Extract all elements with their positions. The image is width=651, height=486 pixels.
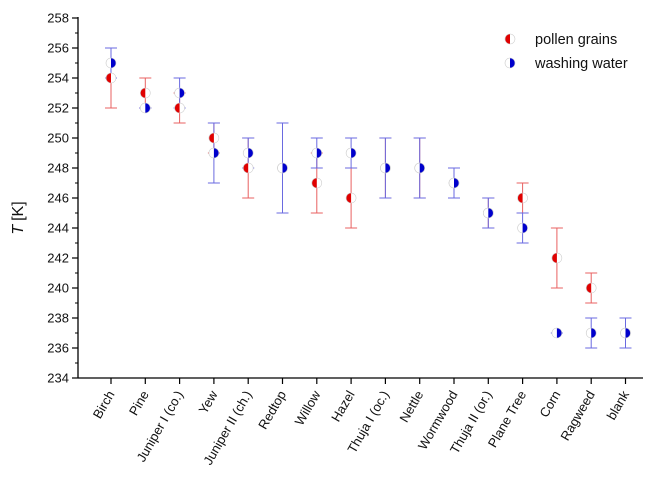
y-tick-label: 248 [47,161,69,176]
x-tick-label: Redtop [255,388,289,432]
legend-marker [504,33,516,45]
washing-water-point [345,147,357,159]
washing-water-point [517,222,528,234]
legend-item: washing water [504,56,628,72]
y-tick-label: 256 [47,41,69,56]
y-axis-title-unit: [K] [10,201,27,221]
legend-marker [504,57,516,69]
legend-label: washing water [534,56,628,72]
y-tick-label: 250 [47,131,69,146]
x-tick-label: Yew [195,387,220,416]
y-tick-label: 258 [47,11,69,26]
x-tick-label: Hazel [328,388,358,424]
pollen-grains-point [242,162,254,174]
washing-water-point [448,177,460,189]
x-tick-label: Ragweed [557,388,597,443]
washing-water-point [311,147,323,159]
legend: pollen grains washing water [504,32,628,72]
legend-item: pollen grains [504,32,617,48]
pollen-grains-point [105,72,117,84]
pollen-grains-point [585,282,597,294]
x-tick-label: blank [604,388,633,423]
y-axis-title-symbol: T [10,224,27,235]
washing-water-point [140,102,151,114]
x-tick-label: Birch [90,388,118,421]
washing-water-point [277,162,288,174]
pollen-grains-point [140,87,151,99]
washing-water-point [551,327,563,339]
y-tick-label: 254 [47,71,69,86]
axes: 234 236 238 240 242 244 246 248 250 252 254 256 258 B… [47,11,643,467]
pollen-grains-point [208,132,220,144]
washing-water-point [208,147,220,159]
y-tick-label: 252 [47,101,69,116]
y-tick-label: 238 [47,311,69,326]
x-tick-label: Nettle [396,388,426,425]
washing-water-point [242,147,254,159]
legend-label: pollen grains [535,32,617,48]
washing-water-point [620,327,631,339]
washing-water-point [585,327,597,339]
data-markers [105,57,631,339]
y-tick-label: 246 [47,191,69,206]
washing-water-point [380,162,391,174]
x-tick-label: Corn [536,388,563,420]
x-tick-label: Pine [126,388,152,418]
y-tick-label: 244 [47,221,69,236]
pollen-grains-point [174,102,185,114]
y-axis-title: T [K] [10,201,27,234]
washing-water-point [105,57,117,69]
x-tick-label: Willow [292,387,324,428]
pollen-grains-point [517,192,528,204]
y-tick-label: 236 [47,341,69,356]
washing-water-point [482,207,494,219]
y-tick-label: 234 [47,371,69,386]
pollen-grains-point [345,192,357,204]
y-tick-label: 242 [47,251,69,266]
pollen-grains-point [311,177,323,189]
washing-water-point [174,87,185,99]
pollen-grains-point [551,252,563,264]
washing-water-point [414,162,426,174]
y-tick-label: 240 [47,281,69,296]
